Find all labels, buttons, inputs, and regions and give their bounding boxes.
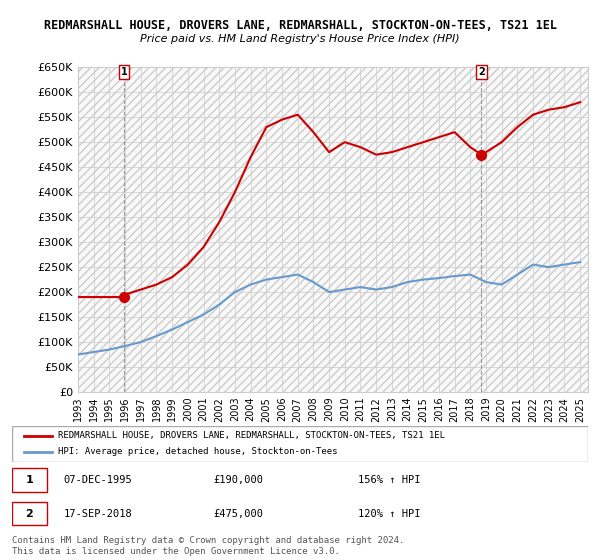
Text: HPI: Average price, detached house, Stockton-on-Tees: HPI: Average price, detached house, Stoc…	[58, 447, 338, 456]
Text: 2: 2	[478, 67, 485, 77]
Text: 120% ↑ HPI: 120% ↑ HPI	[358, 508, 420, 519]
Text: REDMARSHALL HOUSE, DROVERS LANE, REDMARSHALL, STOCKTON-ON-TEES, TS21 1EL: REDMARSHALL HOUSE, DROVERS LANE, REDMARS…	[58, 431, 445, 440]
Text: 2: 2	[25, 508, 33, 519]
Text: 1: 1	[25, 475, 33, 485]
Text: 1: 1	[121, 67, 127, 77]
FancyBboxPatch shape	[12, 468, 47, 492]
Text: 07-DEC-1995: 07-DEC-1995	[64, 475, 133, 485]
Text: Contains HM Land Registry data © Crown copyright and database right 2024.
This d: Contains HM Land Registry data © Crown c…	[12, 536, 404, 556]
Text: Price paid vs. HM Land Registry's House Price Index (HPI): Price paid vs. HM Land Registry's House …	[140, 34, 460, 44]
Text: £475,000: £475,000	[214, 508, 263, 519]
Text: 17-SEP-2018: 17-SEP-2018	[64, 508, 133, 519]
FancyBboxPatch shape	[12, 426, 588, 462]
Text: £190,000: £190,000	[214, 475, 263, 485]
FancyBboxPatch shape	[12, 502, 47, 525]
Text: REDMARSHALL HOUSE, DROVERS LANE, REDMARSHALL, STOCKTON-ON-TEES, TS21 1EL: REDMARSHALL HOUSE, DROVERS LANE, REDMARS…	[44, 18, 557, 32]
Text: 156% ↑ HPI: 156% ↑ HPI	[358, 475, 420, 485]
